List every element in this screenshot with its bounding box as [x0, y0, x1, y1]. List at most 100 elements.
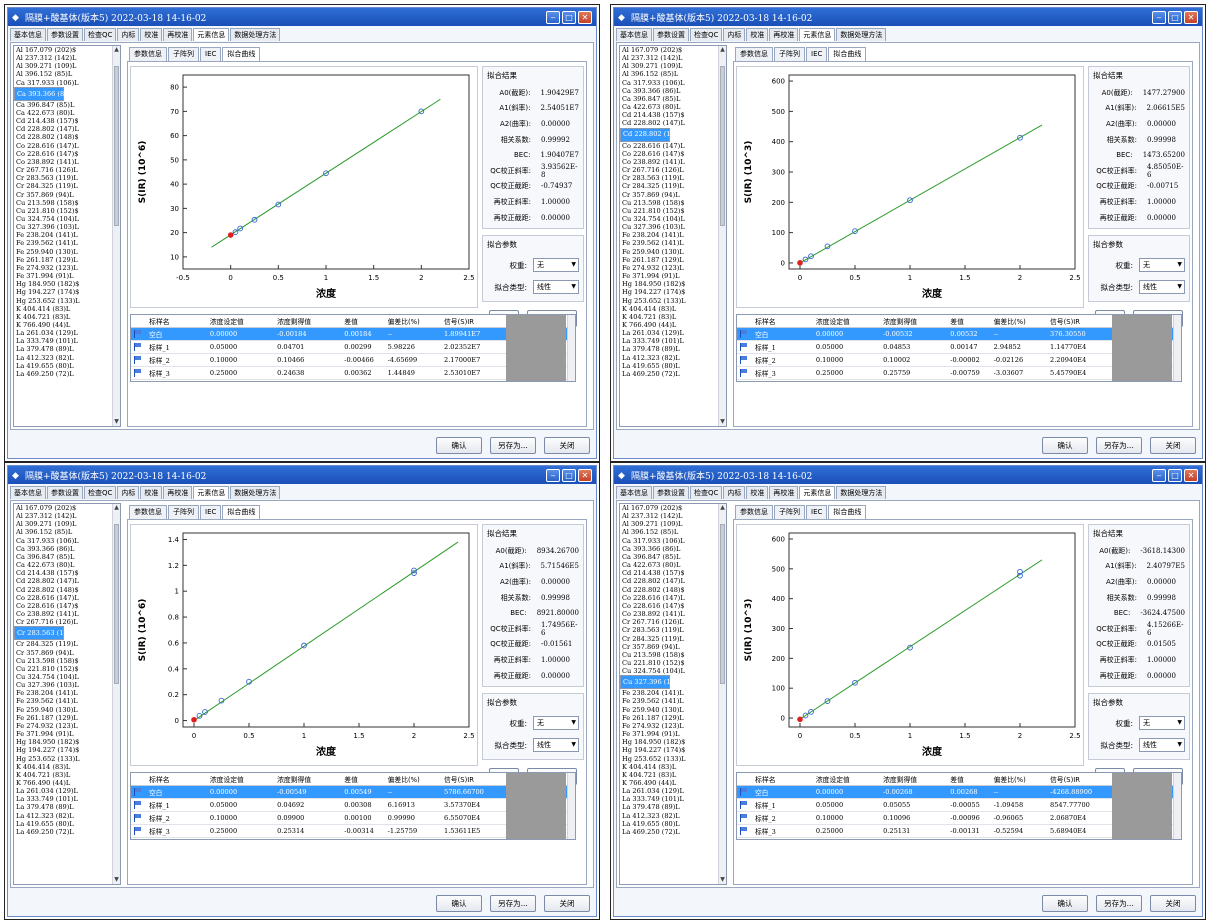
element-list-item[interactable]: Fe 238.204 (141)L [622, 231, 684, 240]
element-list-item[interactable]: Cu 221.810 (152)$ [622, 658, 685, 667]
element-list-item[interactable]: Cu 327.396 (103)L [620, 675, 686, 690]
subtab-0[interactable]: 参数信息 [129, 505, 167, 519]
element-list-item[interactable]: Hg 194.227 (174)$ [16, 288, 80, 297]
element-list-item[interactable]: Cr 283.563 (119)L [14, 626, 79, 641]
tab-1[interactable]: 参数设置 [47, 486, 83, 499]
element-list-item[interactable]: Co 238.892 (141)L [622, 610, 685, 619]
scroll-up-icon[interactable]: ▲ [114, 46, 119, 53]
element-list-item[interactable]: Al 167.079 (202)$ [16, 504, 77, 512]
table-row[interactable]: 标样_2 0.10000 0.10466 -0.00466 -4.65699 2.1700… [131, 353, 569, 367]
element-list-item[interactable]: La 379.478 (89)L [16, 345, 74, 354]
element-list-item[interactable]: La 412.323 (82)L [16, 353, 74, 362]
tab-6[interactable]: 元素信息 [193, 486, 230, 499]
element-list-item[interactable]: La 261.034 (129)L [16, 787, 78, 796]
element-list-item[interactable]: Fe 239.562 (141)L [16, 697, 78, 706]
element-list-item[interactable]: Al 396.152 (85)L [622, 528, 679, 537]
element-list-item[interactable]: Al 309.271 (109)L [622, 62, 683, 71]
element-list-item[interactable]: La 333.749 (101)L [16, 795, 78, 804]
list-scrollbar[interactable]: ▲ ▼ [112, 504, 120, 884]
tab-4[interactable]: 校准 [746, 28, 769, 41]
element-list-item[interactable]: Fe 259.940 (130)L [622, 705, 684, 714]
element-list-item[interactable]: Fe 371.994 (91)L [622, 730, 680, 739]
element-list-item[interactable]: K 766.490 (44)L [16, 321, 71, 329]
scroll-down-icon[interactable]: ▼ [114, 876, 119, 883]
element-list-item[interactable]: Ca 422.673 (80)L [622, 561, 681, 570]
maximize-icon[interactable]: □ [1168, 468, 1182, 482]
element-list-item[interactable]: La 419.655 (80)L [622, 361, 680, 370]
element-list-item[interactable]: Ca 393.366 (86)L [622, 86, 681, 95]
element-list-item[interactable]: Fe 239.562 (141)L [622, 239, 684, 248]
element-list-item[interactable]: Fe 274.932 (123)L [622, 721, 684, 730]
element-list-item[interactable]: Hg 184.950 (182)$ [16, 280, 80, 289]
table-row[interactable]: 标样_40.500000.50759-0.00759-1.518312.9904… [131, 837, 569, 839]
element-list-item[interactable]: Cu 324.754 (104)L [16, 214, 79, 223]
element-list-item[interactable]: Cu 324.754 (104)L [622, 214, 685, 223]
ok-button[interactable]: 确认 [436, 895, 482, 912]
subtab-1[interactable]: 子阵列 [774, 505, 805, 519]
element-list-item[interactable]: Cr 267.716 (126)L [16, 166, 78, 175]
minimize-icon[interactable]: ‒ [546, 10, 560, 24]
element-list-item[interactable]: La 333.749 (101)L [16, 337, 78, 346]
element-list-item[interactable]: K 404.414 (83)L [16, 762, 71, 771]
element-list-item[interactable]: Ca 393.366 (86)L [622, 544, 681, 553]
element-list-item[interactable]: Fe 371.994 (91)L [16, 730, 74, 739]
element-list-item[interactable]: K 404.414 (83)L [16, 304, 71, 313]
element-list-item[interactable]: Co 228.616 (147)L [16, 593, 79, 602]
scroll-up-icon[interactable]: ▲ [114, 504, 119, 511]
element-list-item[interactable]: Cr 284.325 (119)L [16, 182, 78, 191]
maximize-icon[interactable]: □ [562, 468, 576, 482]
element-list-item[interactable]: Cu 327.396 (103)L [16, 681, 79, 690]
scroll-down-icon[interactable]: ▼ [720, 876, 725, 883]
tab-1[interactable]: 参数设置 [653, 28, 689, 41]
element-list-item[interactable]: Ca 317.933 (106)L [622, 536, 685, 545]
tab-3[interactable]: 内标 [117, 28, 140, 41]
table-row[interactable]: 标样_3 0.25000 0.24638 0.00362 1.44849 2.53010E… [131, 366, 569, 380]
element-list-item[interactable]: Co 228.616 (147)L [16, 141, 79, 150]
element-list-item[interactable]: Cd 214.438 (157)$ [16, 117, 79, 126]
element-list-item[interactable]: Ca 317.933 (106)L [16, 78, 79, 87]
element-list-item[interactable]: Fe 239.562 (141)L [16, 239, 78, 248]
table-row[interactable]: 标样_2 0.10000 0.10096 -0.00096 -0.96065 2.0687… [737, 811, 1175, 825]
subtab-3[interactable]: 拟合曲线 [828, 47, 867, 62]
element-list-item[interactable]: Al 396.152 (85)L [622, 70, 679, 79]
tab-2[interactable]: 检查QC [690, 486, 723, 499]
scroll-up-icon[interactable]: ▲ [720, 46, 725, 53]
ok-button[interactable]: 确认 [1042, 895, 1088, 912]
table-row[interactable]: 标样_3 0.25000 0.25759 -0.00759 -3.03607 5.4579… [737, 366, 1175, 380]
element-list-item[interactable]: La 261.034 (129)L [622, 787, 684, 796]
element-list-item[interactable]: Co 238.892 (141)L [16, 157, 79, 166]
subtab-2[interactable]: IEC [200, 505, 222, 519]
fit-type-select[interactable]: 线性 ▼ [1139, 738, 1185, 753]
subtab-0[interactable]: 参数信息 [129, 47, 167, 61]
close-button[interactable]: 关闭 [544, 437, 590, 454]
scroll-thumb[interactable] [720, 524, 725, 684]
close-icon[interactable]: ✕ [1184, 10, 1198, 24]
tab-0[interactable]: 基本信息 [616, 28, 652, 41]
tab-1[interactable]: 参数设置 [653, 486, 689, 499]
element-list-item[interactable]: Co 228.616 (147)$ [622, 149, 685, 158]
scroll-thumb[interactable] [720, 66, 725, 226]
element-list-item[interactable]: Al 237.312 (142)L [622, 54, 683, 63]
fit-type-select[interactable]: 线性 ▼ [1139, 280, 1185, 295]
maximize-icon[interactable]: □ [1168, 10, 1182, 24]
table-row[interactable]: 标样_2 0.10000 0.09900 0.00100 0.99990 6.55070E… [131, 811, 569, 825]
element-list-item[interactable]: K 404.721 (83)L [16, 312, 71, 321]
subtab-3[interactable]: 拟合曲线 [222, 505, 261, 520]
scroll-thumb[interactable] [114, 524, 119, 684]
subtab-1[interactable]: 子阵列 [774, 47, 805, 61]
table-scrollbar[interactable] [567, 773, 575, 839]
element-list-item[interactable]: Cu 327.396 (103)L [622, 223, 685, 232]
element-list-item[interactable]: Al 396.152 (85)L [16, 528, 73, 537]
element-list-item[interactable]: Cd 228.802 (148)$ [620, 127, 686, 142]
element-list-item[interactable]: Hg 253.652 (133)L [622, 296, 686, 305]
element-list-item[interactable]: K 404.414 (83)L [622, 304, 677, 313]
element-list-item[interactable]: Al 309.271 (109)L [622, 520, 683, 529]
element-list-item[interactable]: Al 237.312 (142)L [16, 54, 77, 63]
element-list-item[interactable]: Fe 238.204 (141)L [16, 231, 78, 240]
element-list-item[interactable]: K 404.721 (83)L [16, 770, 71, 779]
table-scrollbar[interactable] [1173, 315, 1181, 381]
element-list-item[interactable]: Hg 184.950 (182)$ [16, 738, 80, 747]
element-list-item[interactable]: Al 309.271 (109)L [16, 520, 77, 529]
table-row[interactable]: 标样_1 0.05000 0.04853 0.00147 2.94852 1.14770E… [737, 340, 1175, 354]
tab-5[interactable]: 再校准 [163, 28, 193, 41]
